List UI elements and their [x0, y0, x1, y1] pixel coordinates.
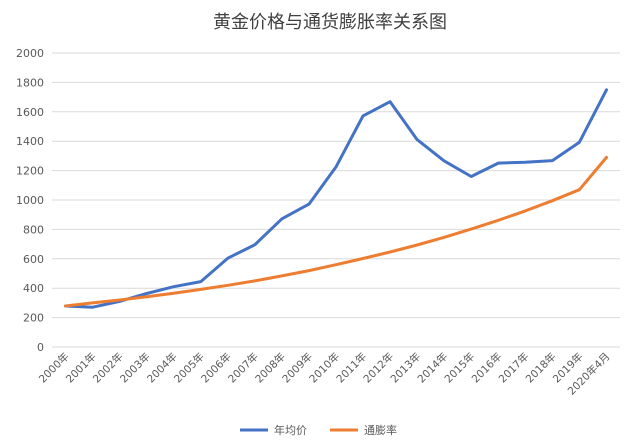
series-lines: [64, 88, 608, 309]
y-tick-label: 1800: [16, 76, 44, 89]
y-tick-label: 2000: [16, 47, 44, 60]
y-tick-label: 800: [23, 223, 44, 236]
y-tick-label: 600: [23, 253, 44, 266]
y-axis-ticks: 0 200 400 600 800 1000 1200 1400 1600 1800 2000: [16, 47, 44, 354]
y-tick-label: 1200: [16, 165, 44, 178]
legend-label: 年均价: [274, 423, 307, 437]
series-line-0: [64, 88, 608, 309]
y-tick-label: 200: [23, 312, 44, 325]
chart-title: 黄金价格与通货膨胀率关系图: [213, 12, 447, 33]
y-tick-label: 0: [37, 341, 44, 354]
legend: 年均价 通膨率: [240, 423, 397, 437]
legend-label: 通膨率: [364, 423, 397, 437]
series-line-1: [64, 155, 608, 308]
y-tick-label: 1400: [16, 135, 44, 148]
y-tick-label: 400: [23, 282, 44, 295]
y-tick-label: 1600: [16, 106, 44, 119]
y-tick-label: 1000: [16, 194, 44, 207]
gridlines: [52, 52, 620, 348]
x-axis-ticks: 2000年2001年2002年2003年2004年2005年2006年2007年…: [36, 350, 612, 398]
